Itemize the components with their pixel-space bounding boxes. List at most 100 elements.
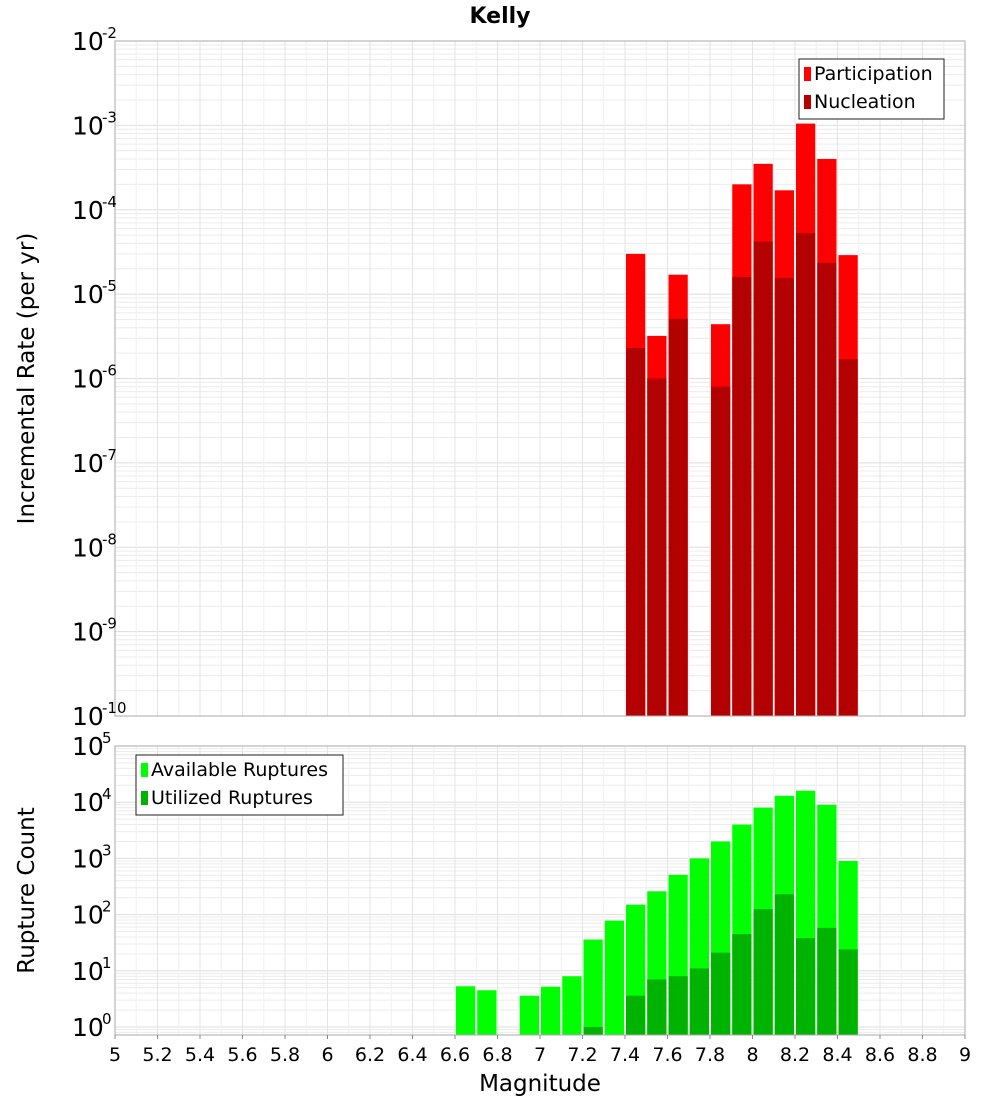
- y-tick-label: 102: [72, 898, 112, 930]
- y-tick-label: 10-3: [72, 108, 117, 140]
- count-bar-secondary: [689, 968, 709, 1035]
- legend-entry: Participation: [814, 63, 933, 85]
- y-tick-base: 10: [72, 957, 104, 986]
- y-tick-label: 103: [72, 841, 112, 873]
- y-tick-base: 10: [72, 196, 104, 225]
- count-bar-secondary: [796, 938, 816, 1035]
- x-tick-label: 8.4: [822, 1044, 852, 1066]
- count-legend: Available Ruptures Utilized Ruptures: [135, 754, 344, 816]
- count-bar-secondary: [732, 934, 752, 1035]
- y-tick-label: 10-6: [72, 362, 117, 394]
- x-tick-label: 5.2: [142, 1044, 172, 1066]
- count-bar-secondary: [647, 979, 667, 1035]
- y-tick-exponent: -7: [102, 446, 117, 464]
- rate-bar-secondary: [668, 318, 688, 716]
- legend-entry: Nucleation: [814, 91, 916, 113]
- y-tick-base: 10: [72, 533, 104, 562]
- count-bar-secondary: [753, 909, 773, 1035]
- legend-box: [135, 754, 344, 816]
- rate-bar-secondary: [838, 359, 858, 716]
- x-tick-label: 7: [534, 1044, 546, 1066]
- x-tick-label: 5.8: [270, 1044, 300, 1066]
- x-tick-label: 9: [959, 1044, 971, 1066]
- legend-swatch: [141, 791, 148, 805]
- y-tick-label: 10-7: [72, 446, 117, 478]
- y-tick-exponent: -3: [102, 108, 117, 126]
- y-tick-base: 10: [72, 1013, 104, 1042]
- y-tick-exponent: 0: [102, 1010, 112, 1028]
- rate-plot-border: [114, 40, 966, 717]
- y-tick-exponent: 5: [102, 729, 112, 747]
- y-tick-exponent: -9: [102, 615, 117, 633]
- y-tick-base: 10: [72, 732, 104, 761]
- y-tick-exponent: 1: [102, 954, 112, 972]
- rate-bar-secondary: [796, 233, 816, 716]
- x-tick-label: 6.8: [482, 1044, 512, 1066]
- count-y-axis-label: Rupture Count: [14, 807, 40, 973]
- y-tick-exponent: -10: [102, 699, 127, 717]
- y-tick-label: 10-5: [72, 277, 117, 309]
- y-tick-exponent: -6: [102, 362, 117, 380]
- y-tick-exponent: -4: [102, 193, 117, 211]
- count-bar-primary: [583, 939, 603, 1035]
- rate-bar-secondary: [732, 276, 752, 716]
- legend-box: [798, 58, 945, 120]
- y-tick-exponent: -8: [102, 530, 117, 548]
- rate-bar-secondary: [817, 262, 837, 716]
- x-tick-label: 7.4: [610, 1044, 640, 1066]
- x-tick-label: 8.6: [865, 1044, 895, 1066]
- legend-swatch: [141, 763, 148, 777]
- y-tick-label: 100: [72, 1010, 112, 1042]
- x-tick-label: 5: [109, 1044, 121, 1066]
- rate-bar-secondary: [774, 278, 794, 716]
- y-tick-label: 101: [72, 954, 112, 986]
- y-tick-base: 10: [72, 27, 104, 56]
- count-bar-primary: [456, 986, 476, 1035]
- x-tick-labels: 5 5.2 5.4 5.6 5.8 6 6.2 6.4 6.6 6.8 7 7.2 7.4 7.6 7.8 8…: [109, 1035, 971, 1066]
- y-tick-base: 10: [72, 280, 104, 309]
- y-tick-exponent: -5: [102, 277, 117, 295]
- legend-swatch: [804, 67, 811, 81]
- x-tick-label: 7.2: [567, 1044, 597, 1066]
- count-bars: [456, 790, 858, 1035]
- y-tick-label: 10-2: [72, 24, 117, 56]
- x-tick-label: 7.8: [695, 1044, 725, 1066]
- count-bar-primary: [562, 976, 582, 1035]
- legend-entry: Available Ruptures: [151, 759, 328, 781]
- count-bar-primary: [477, 990, 497, 1035]
- rate-bars: [626, 123, 858, 717]
- rate-bar-secondary: [647, 378, 667, 716]
- y-tick-exponent: 3: [102, 841, 112, 859]
- count-bar-secondary: [583, 1026, 603, 1035]
- y-tick-base: 10: [72, 844, 104, 873]
- y-tick-label: 105: [72, 729, 112, 761]
- y-tick-label: 10-4: [72, 193, 117, 225]
- y-tick-exponent: 2: [102, 898, 112, 916]
- x-tick-label: 5.6: [227, 1044, 257, 1066]
- count-bar-secondary: [668, 976, 688, 1035]
- x-tick-label: 6: [321, 1044, 333, 1066]
- count-bar-primary: [604, 920, 624, 1035]
- y-tick-base: 10: [72, 365, 104, 394]
- y-tick-label: 10-8: [72, 530, 117, 562]
- rate-y-axis-label: Incremental Rate (per yr): [14, 233, 40, 525]
- rate-bar-secondary: [626, 347, 646, 716]
- y-tick-exponent: -2: [102, 24, 117, 42]
- y-tick-base: 10: [72, 111, 104, 140]
- legend-entry: Utilized Ruptures: [151, 787, 313, 809]
- y-tick-label: 104: [72, 785, 112, 817]
- x-tick-label: 6.2: [355, 1044, 385, 1066]
- x-tick-label: 6.6: [440, 1044, 470, 1066]
- count-bar-secondary: [838, 949, 858, 1035]
- count-bar-primary: [519, 995, 539, 1035]
- rate-bar-secondary: [711, 386, 731, 716]
- y-tick-base: 10: [72, 449, 104, 478]
- chart-title: Kelly: [469, 4, 530, 29]
- y-tick-base: 10: [72, 901, 104, 930]
- y-tick-exponent: 4: [102, 785, 112, 803]
